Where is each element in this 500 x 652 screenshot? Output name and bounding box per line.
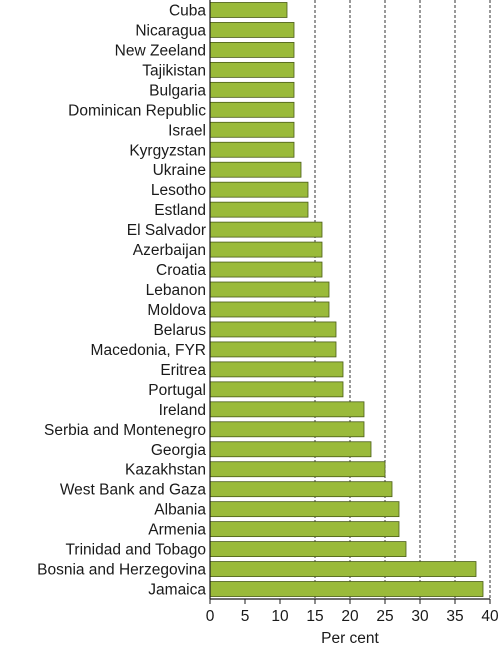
bar <box>209 281 330 298</box>
category-label: Tajikistan <box>142 62 206 79</box>
category-label: Macedonia, FYR <box>91 342 206 359</box>
category-label-layer: Cuba Nicaragua New Zeeland Tajikistan Bulgar… <box>37 2 206 598</box>
category-label: West Bank and Gaza <box>60 482 207 499</box>
bar <box>209 141 295 158</box>
bar <box>209 361 344 378</box>
category-label: Portugal <box>148 382 206 399</box>
bar <box>209 261 323 278</box>
category-label: Serbia and Montenegro <box>44 422 206 439</box>
category-label: Lesotho <box>151 182 206 199</box>
bar <box>209 181 309 198</box>
x-tick-label: 10 <box>271 608 289 625</box>
bar <box>209 541 407 557</box>
x-tick-label: 20 <box>341 608 359 625</box>
category-label: Ireland <box>159 402 206 419</box>
category-label: New Zeeland <box>115 42 206 59</box>
bar <box>209 341 337 358</box>
x-axis-title: Per cent <box>321 630 379 647</box>
bar <box>209 321 337 338</box>
bar <box>209 101 295 118</box>
category-label: Nicaragua <box>135 22 206 39</box>
category-label: Armenia <box>148 522 206 539</box>
bar <box>209 81 295 98</box>
category-label: Kyrgyzstan <box>129 142 206 159</box>
category-label: Azerbaijan <box>133 242 206 259</box>
bar <box>209 501 400 518</box>
category-label: Albania <box>154 502 206 519</box>
bar <box>209 381 344 398</box>
x-tick-label: 30 <box>411 608 429 625</box>
bar <box>209 121 295 138</box>
category-label: Lebanon <box>146 282 206 299</box>
category-label: Belarus <box>153 322 206 339</box>
bar <box>209 241 323 258</box>
category-label: Georgia <box>151 442 207 459</box>
x-tick-label: 5 <box>241 608 250 625</box>
bar <box>209 481 393 498</box>
axis-layer: 0 5 10 15 20 25 30 35 40 <box>206 0 499 625</box>
category-label: Estland <box>154 202 206 219</box>
bar <box>209 401 365 418</box>
bar <box>209 2 288 18</box>
bar <box>209 421 365 438</box>
category-label: Kazakhstan <box>125 462 206 479</box>
bar <box>209 42 295 58</box>
category-label: Dominican Republic <box>68 102 206 119</box>
category-label: Eritrea <box>160 362 206 379</box>
bar <box>209 521 400 538</box>
category-label: Cuba <box>169 2 206 19</box>
bar <box>209 301 330 318</box>
x-tick-label: 15 <box>306 608 323 625</box>
x-tick-label: 40 <box>481 608 499 625</box>
bar <box>209 461 386 478</box>
bar <box>209 201 309 218</box>
x-tick-label: 35 <box>446 608 463 625</box>
category-label: Bulgaria <box>149 82 206 99</box>
x-tick-label: 0 <box>206 608 215 625</box>
bar <box>209 161 302 178</box>
category-label: Jamaica <box>148 582 206 599</box>
bar <box>209 441 372 458</box>
category-label: El Salvador <box>127 222 206 239</box>
bar <box>209 581 484 597</box>
bar <box>209 561 477 577</box>
bar <box>209 22 295 38</box>
bar <box>209 61 295 78</box>
category-label: Bosnia and Herzegovina <box>37 562 206 579</box>
category-label: Israel <box>168 122 206 139</box>
category-label: Moldova <box>147 302 206 319</box>
category-label: Trinidad and Tobago <box>66 542 206 559</box>
x-tick-label: 25 <box>376 608 393 625</box>
category-label: Ukraine <box>153 162 206 179</box>
bar <box>209 221 323 238</box>
bar-layer <box>209 2 484 597</box>
category-label: Croatia <box>156 262 206 279</box>
